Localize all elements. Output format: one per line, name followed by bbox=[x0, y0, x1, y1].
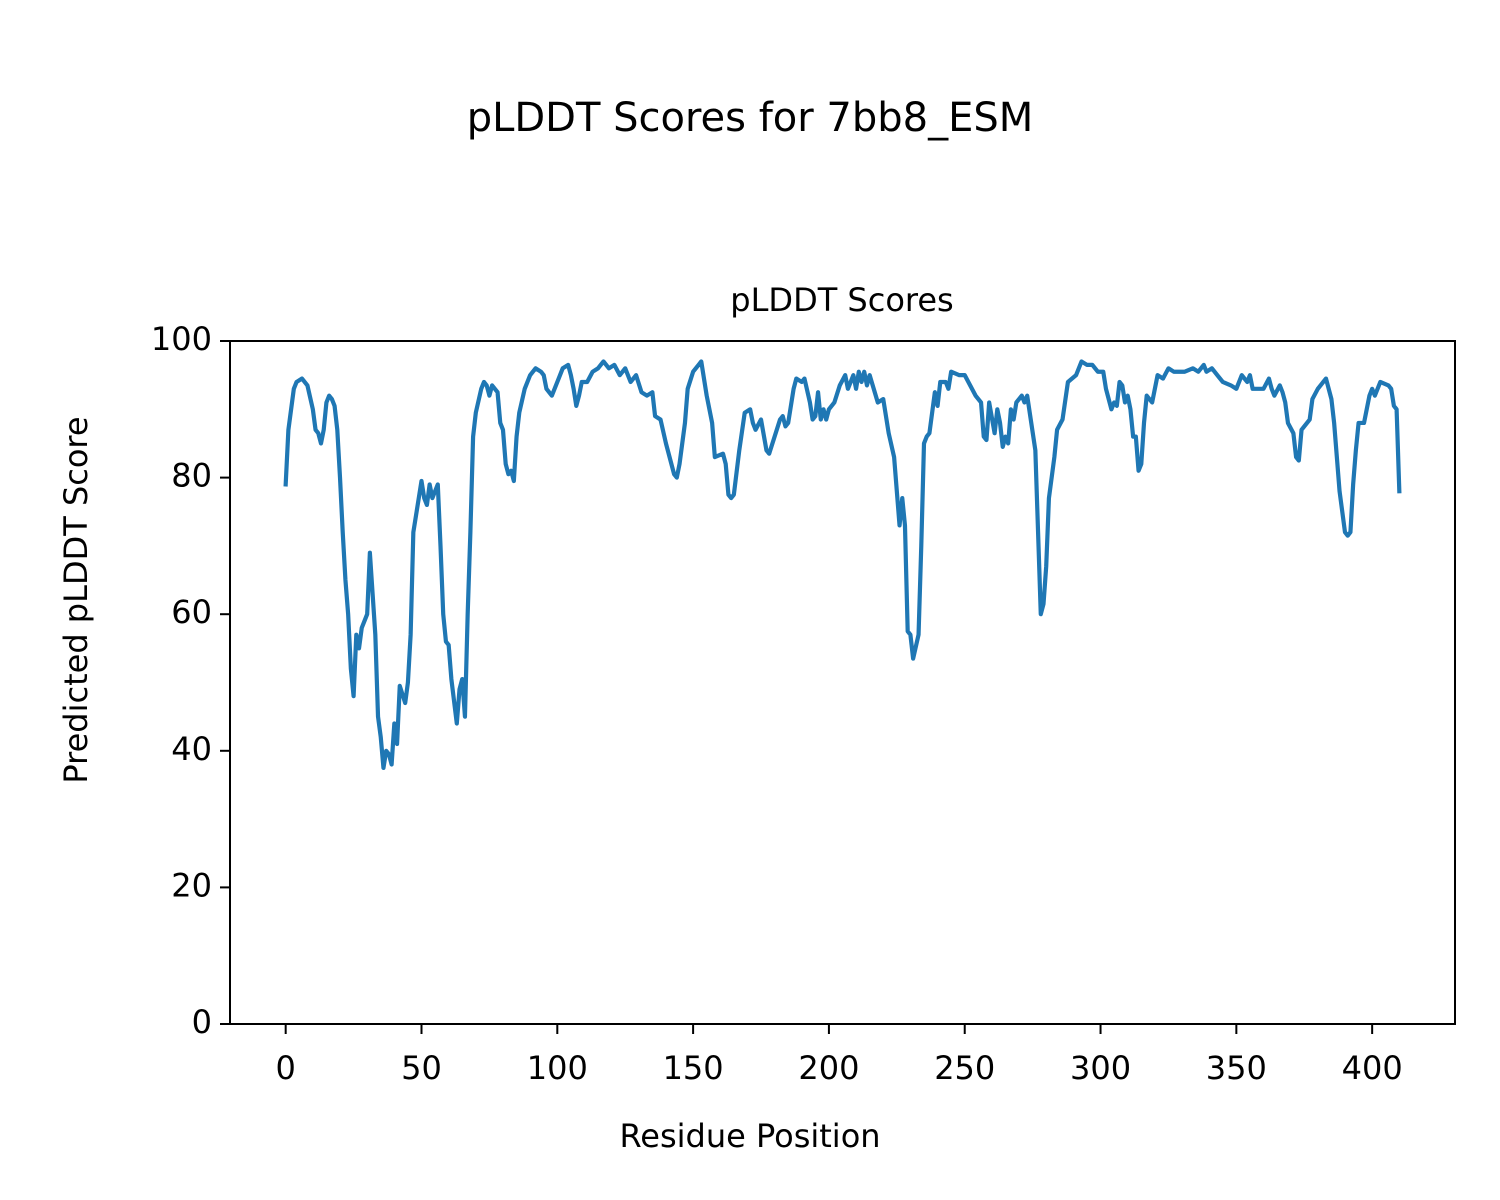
data-line bbox=[283, 359, 1402, 770]
y-tick-label: 0 bbox=[192, 1003, 212, 1041]
y-tick-label: 20 bbox=[171, 866, 212, 904]
x-tick-label: 250 bbox=[934, 1049, 995, 1087]
x-tick-label: 400 bbox=[1342, 1049, 1403, 1087]
y-axis-label: Predicted pLDDT Score bbox=[57, 416, 95, 783]
y-tick-label: 100 bbox=[151, 320, 212, 358]
x-axis-label: Residue Position bbox=[619, 1117, 880, 1155]
y-tick-label: 60 bbox=[171, 593, 212, 631]
x-tick-label: 50 bbox=[401, 1049, 442, 1087]
x-tick-label: 150 bbox=[663, 1049, 724, 1087]
chart-title: pLDDT Scores for 7bb8_ESM bbox=[467, 95, 1034, 141]
x-tick-label: 100 bbox=[527, 1049, 588, 1087]
y-tick-label: 40 bbox=[171, 730, 212, 768]
x-tick-label: 200 bbox=[798, 1049, 859, 1087]
x-tick-label: 0 bbox=[276, 1049, 296, 1087]
y-tick-label: 80 bbox=[171, 457, 212, 495]
plot-frame bbox=[229, 340, 1456, 1025]
x-tick-label: 350 bbox=[1206, 1049, 1267, 1087]
x-tick-label: 300 bbox=[1070, 1049, 1131, 1087]
chart-subtitle: pLDDT Scores bbox=[730, 281, 953, 319]
